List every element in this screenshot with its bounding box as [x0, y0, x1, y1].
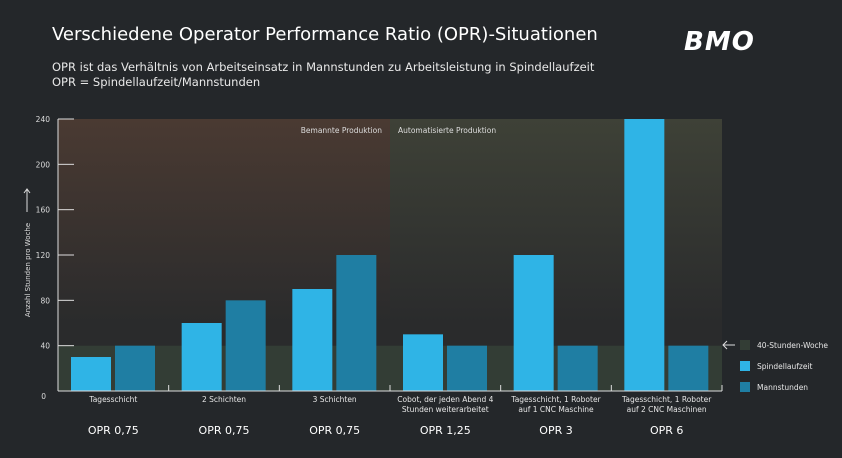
y-tick-label-200: 200	[36, 160, 51, 169]
y-axis-arrow-icon	[23, 188, 31, 212]
subtitle-definition: OPR ist das Verhältnis von Arbeitseinsat…	[52, 60, 595, 74]
y-tick-label-0: 0	[41, 392, 46, 401]
opr-label-1: OPR 0,75	[199, 424, 250, 437]
legend-swatch-1	[740, 361, 750, 371]
category-label-4: Tagesschicht, 1 Roboter	[510, 395, 601, 404]
bar-mannstunden-1	[225, 300, 266, 391]
y-axis-label: Anzahl Stunden pro Woche	[24, 223, 32, 317]
bar-spindellaufzeit-3	[403, 334, 443, 391]
bar-mannstunden-4	[557, 345, 598, 391]
bar-mannstunden-0	[115, 345, 155, 391]
y-tick-label-40: 40	[40, 342, 50, 351]
category-label-5: auf 2 CNC Maschinen	[627, 405, 707, 414]
page-title: Verschiedene Operator Performance Ratio …	[52, 24, 598, 45]
bar-mannstunden-3	[447, 345, 487, 391]
opr-label-2: OPR 0,75	[309, 424, 360, 437]
opr-label-0: OPR 0,75	[88, 424, 139, 437]
opr-label-4: OPR 3	[539, 424, 572, 437]
y-tick-label-160: 160	[36, 206, 51, 215]
category-label-3: Cobot, der jeden Abend 4	[397, 395, 493, 404]
reference-band-40h	[58, 345, 722, 391]
region-label-0: Bemannte Produktion	[301, 126, 382, 135]
category-label-3: Stunden weiterarbeitet	[402, 405, 489, 414]
category-label-5: Tagesschicht, 1 Roboter	[621, 395, 712, 404]
legend-swatch-2	[740, 382, 750, 392]
opr-label-5: OPR 6	[650, 424, 683, 437]
y-tick-label-120: 120	[36, 251, 51, 260]
legend-label-2: Mannstunden	[757, 383, 808, 392]
bar-spindellaufzeit-1	[181, 323, 222, 391]
legend-label-0: 40-Stunden-Woche	[757, 341, 828, 350]
region-label-1: Automatisierte Produktion	[398, 126, 496, 135]
bar-spindellaufzeit-5	[624, 119, 665, 391]
category-label-4: auf 1 CNC Maschine	[518, 405, 594, 414]
category-label-0: Tagesschicht	[88, 395, 137, 404]
bar-spindellaufzeit-2	[292, 289, 333, 391]
opr-label-3: OPR 1,25	[420, 424, 471, 437]
legend-label-1: Spindellaufzeit	[757, 362, 813, 371]
legend-arrow-icon	[722, 340, 735, 350]
legend-swatch-0	[740, 340, 750, 350]
y-tick-label-80: 80	[40, 296, 50, 305]
bar-spindellaufzeit-4	[513, 255, 554, 391]
bmo-logo: BMO	[684, 27, 755, 57]
bar-mannstunden-2	[336, 255, 377, 391]
subtitle-formula: OPR = Spindellaufzeit/Mannstunden	[52, 75, 261, 89]
category-label-2: 3 Schichten	[313, 395, 357, 404]
y-tick-label-240: 240	[36, 115, 51, 124]
bar-spindellaufzeit-0	[71, 357, 111, 391]
bar-mannstunden-5	[668, 345, 709, 391]
category-label-1: 2 Schichten	[202, 395, 246, 404]
